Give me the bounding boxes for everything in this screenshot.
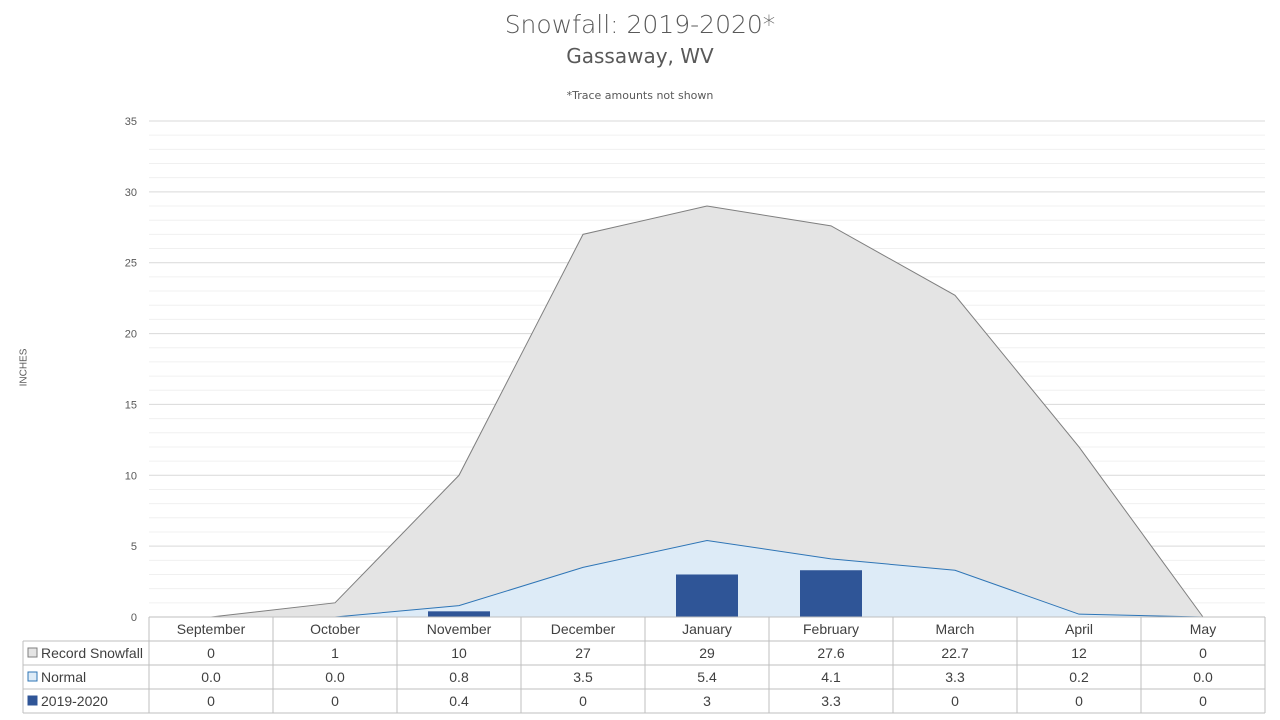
category-label: March (936, 621, 975, 637)
table-cell-normal: 3.5 (573, 669, 593, 685)
legend-label-2019-2020: 2019-2020 (41, 693, 108, 709)
bar-november (428, 611, 490, 617)
y-tick-label: 30 (125, 187, 137, 199)
legend-key-2019-2020 (27, 695, 38, 706)
legend-label-normal: Normal (41, 669, 86, 685)
table-cell-normal: 0.0 (325, 669, 345, 685)
chart-note: *Trace amounts not shown (566, 89, 714, 102)
table-cell-2019-2020: 0 (207, 693, 215, 709)
table-cell-2019-2020: 3.3 (821, 693, 841, 709)
table-cell-record-snowfall: 0 (207, 645, 215, 661)
series-areas (210, 205, 1204, 618)
table-cell-normal: 3.3 (945, 669, 965, 685)
area-record-snowfall (211, 206, 1203, 617)
line-normal (211, 539, 1204, 618)
table-cell-2019-2020: 0.4 (449, 693, 469, 709)
line-record-snowfall (210, 205, 1204, 618)
table-cell-2019-2020: 3 (703, 693, 711, 709)
series-bars (428, 570, 862, 617)
legend-key-normal (27, 671, 38, 682)
table-cell-record-snowfall: 27.6 (817, 645, 844, 661)
table-cell-record-snowfall: 22.7 (941, 645, 968, 661)
table-cell-record-snowfall: 10 (451, 645, 467, 661)
category-label: January (682, 621, 732, 637)
y-tick-label: 15 (125, 399, 137, 411)
category-label: April (1065, 621, 1093, 637)
y-tick-label: 20 (125, 329, 137, 341)
table-cell-normal: 0.0 (1193, 669, 1213, 685)
legend-label-record-snowfall: Record Snowfall (41, 645, 143, 661)
y-tick-label: 0 (131, 612, 137, 624)
table-cell-2019-2020: 0 (331, 693, 339, 709)
legend-key-record-snowfall (27, 647, 38, 658)
category-label: February (803, 621, 859, 637)
table-cell-record-snowfall: 29 (699, 645, 715, 661)
bar-january (676, 574, 738, 617)
chart-title: Snowfall: 2019-2020* (504, 10, 776, 39)
category-label: May (1190, 621, 1216, 637)
category-label: September (177, 621, 246, 637)
table-cell-record-snowfall: 0 (1199, 645, 1207, 661)
table-cell-record-snowfall: 1 (331, 645, 339, 661)
table-cell-normal: 0.0 (201, 669, 221, 685)
table-cell-normal: 4.1 (821, 669, 841, 685)
table-cell-2019-2020: 0 (951, 693, 959, 709)
chart-subtitle: Gassaway, WV (566, 44, 714, 68)
table-cell-normal: 0.2 (1069, 669, 1089, 685)
y-tick-label: 5 (131, 541, 137, 553)
y-tick-label: 35 (125, 116, 137, 128)
table-cell-2019-2020: 0 (1199, 693, 1207, 709)
table-cell-record-snowfall: 12 (1071, 645, 1087, 661)
category-label: October (310, 621, 360, 637)
category-label: November (427, 621, 492, 637)
category-label: December (551, 621, 616, 637)
bar-february (800, 570, 862, 617)
table-cell-record-snowfall: 27 (575, 645, 591, 661)
table-cell-normal: 5.4 (697, 669, 717, 685)
y-tick-label: 10 (125, 470, 137, 482)
y-tick-label: 25 (125, 258, 137, 270)
table-cell-2019-2020: 0 (579, 693, 587, 709)
table-cell-2019-2020: 0 (1075, 693, 1083, 709)
table-cell-normal: 0.8 (449, 669, 469, 685)
data-table: September October November December January F… (22, 616, 1266, 714)
y-axis-ticks: 0 5 10 15 20 25 30 35 (125, 116, 137, 624)
